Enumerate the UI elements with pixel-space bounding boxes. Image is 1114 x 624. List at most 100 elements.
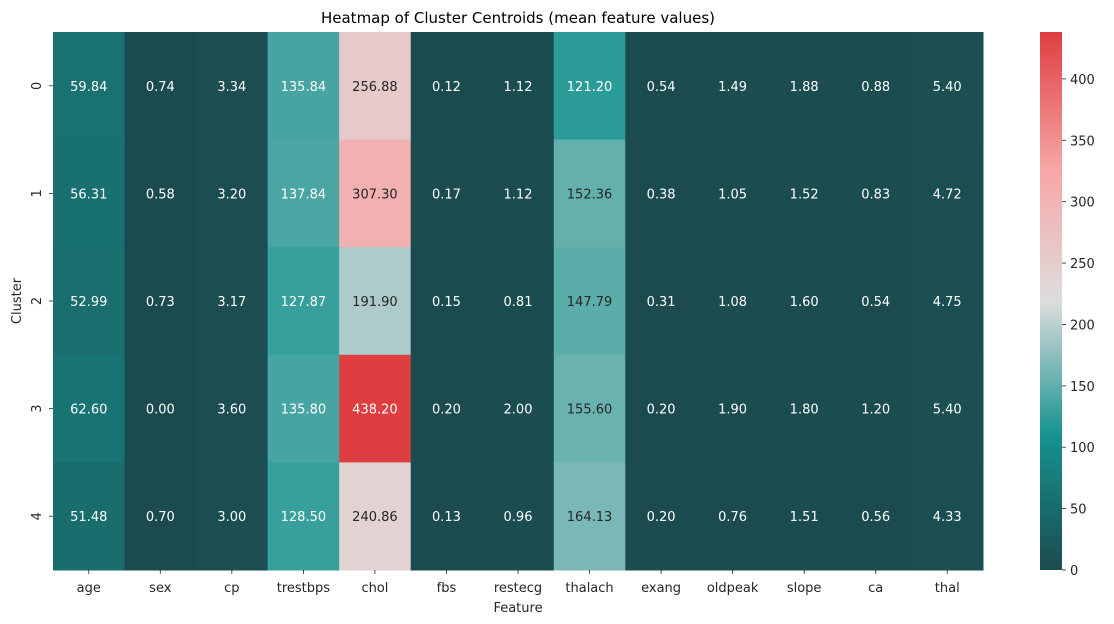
cell-value-label: 1.90: [718, 403, 747, 418]
heatmap-cell-trestbps-cluster-2: [267, 247, 340, 356]
heatmap-cell-trestbps-cluster-1: [267, 139, 340, 248]
heatmap-cell-restecg-cluster-1: [482, 139, 555, 248]
cell-value-label: 0.70: [146, 510, 175, 525]
heatmap-cell-restecg-cluster-0: [482, 32, 555, 141]
heatmap-cell-thalach-cluster-4: [553, 462, 626, 571]
heatmap-cell-ca-cluster-0: [839, 32, 912, 141]
cell-value-label: 0.20: [432, 403, 461, 418]
cell-value-label: 5.40: [933, 403, 962, 418]
cell-value-label: 5.40: [933, 80, 962, 95]
cell-value-label: 135.84: [281, 80, 327, 95]
x-tick-label: fbs: [437, 581, 457, 596]
cell-value-label: 1.08: [718, 295, 747, 310]
cell-value-label: 1.05: [718, 187, 747, 202]
heatmap-cell-ca-cluster-1: [839, 139, 912, 248]
heatmap-cell-ca-cluster-4: [839, 462, 912, 571]
heatmap-cell-trestbps-cluster-3: [267, 354, 340, 463]
heatmap-cell-age-cluster-1: [53, 139, 126, 248]
cell-value-label: 135.80: [281, 403, 327, 418]
cell-value-label: 3.60: [217, 403, 246, 418]
heatmap-cell-thalach-cluster-3: [553, 354, 626, 463]
x-tick-label: ca: [868, 581, 883, 596]
heatmap-cell-thal-cluster-0: [911, 32, 984, 141]
cell-value-label: 1.80: [790, 403, 819, 418]
cell-value-label: 256.88: [352, 80, 398, 95]
cell-value-label: 128.50: [281, 510, 327, 525]
x-tick-label: slope: [787, 581, 822, 596]
x-tick-label: thal: [935, 581, 960, 596]
cell-value-label: 155.60: [567, 403, 613, 418]
cell-value-label: 52.99: [70, 295, 107, 310]
heatmap-cells: 59.84 0.74 3.34 135.84 256.88 0.12 1.12 121.20 0…: [53, 32, 984, 571]
cell-value-label: 191.90: [352, 295, 398, 310]
heatmap-cell-age-cluster-2: [53, 247, 126, 356]
cell-value-label: 0.13: [432, 510, 461, 525]
cell-value-label: 0.56: [861, 510, 890, 525]
heatmap-cell-ca-cluster-3: [839, 354, 912, 463]
heatmap-cell-oldpeak-cluster-2: [696, 247, 769, 356]
heatmap-cell-fbs-cluster-2: [410, 247, 483, 356]
heatmap-cell-trestbps-cluster-0: [267, 32, 340, 141]
heatmap-cell-trestbps-cluster-4: [267, 462, 340, 571]
heatmap-cell-thal-cluster-4: [911, 462, 984, 571]
cell-value-label: 307.30: [352, 187, 398, 202]
cell-value-label: 1.12: [504, 80, 533, 95]
cell-value-label: 0.15: [432, 295, 461, 310]
heatmap-cell-restecg-cluster-3: [482, 354, 555, 463]
cell-value-label: 121.20: [567, 80, 613, 95]
cell-value-label: 4.33: [933, 510, 962, 525]
heatmap-cell-sex-cluster-2: [124, 247, 197, 356]
heatmap-cell-exang-cluster-0: [625, 32, 698, 141]
y-axis-label: Cluster: [10, 277, 25, 324]
x-tick-label: cp: [224, 581, 239, 596]
heatmap-cell-slope-cluster-4: [768, 462, 841, 571]
heatmap-cell-fbs-cluster-0: [410, 32, 483, 141]
heatmap-cell-age-cluster-3: [53, 354, 126, 463]
colorbar-ticks: 0 50 100 150 200 250 300 350 400: [1062, 73, 1095, 579]
cell-value-label: 0.81: [504, 295, 533, 310]
x-tick-labels: age sex cp trestbps chol fbs restecg thalach exa…: [77, 570, 960, 596]
heatmap-cell-chol-cluster-0: [339, 32, 412, 141]
heatmap-cell-slope-cluster-1: [768, 139, 841, 248]
x-tick-label: exang: [641, 581, 681, 596]
heatmap-cell-sex-cluster-4: [124, 462, 197, 571]
cell-value-label: 4.75: [933, 295, 962, 310]
heatmap-cell-chol-cluster-4: [339, 462, 412, 571]
colorbar-tick-label: 400: [1070, 73, 1095, 88]
heatmap-cell-slope-cluster-2: [768, 247, 841, 356]
heatmap-cell-cp-cluster-1: [196, 139, 269, 248]
heatmap-cell-thalach-cluster-1: [553, 139, 626, 248]
heatmap-cell-chol-cluster-2: [339, 247, 412, 356]
heatmap-cell-cp-cluster-0: [196, 32, 269, 141]
y-tick-label: 3: [30, 404, 45, 412]
cell-value-label: 0.20: [647, 510, 676, 525]
x-tick-label: age: [77, 581, 101, 596]
cell-value-label: 3.34: [217, 80, 246, 95]
cell-value-label: 0.54: [861, 295, 890, 310]
y-tick-label: 0: [30, 82, 45, 90]
heatmap-cell-cp-cluster-4: [196, 462, 269, 571]
cell-value-label: 152.36: [567, 187, 613, 202]
cell-value-label: 0.96: [504, 510, 533, 525]
cell-value-label: 0.58: [146, 187, 175, 202]
heatmap-cell-sex-cluster-1: [124, 139, 197, 248]
cell-value-label: 127.87: [281, 295, 327, 310]
y-tick-label: 4: [30, 512, 45, 520]
heatmap-cell-oldpeak-cluster-0: [696, 32, 769, 141]
colorbar-tick-label: 0: [1070, 564, 1078, 579]
cell-value-label: 1.20: [861, 403, 890, 418]
cell-value-label: 0.73: [146, 295, 175, 310]
heatmap-cell-fbs-cluster-1: [410, 139, 483, 248]
cell-value-label: 0.54: [647, 80, 676, 95]
heatmap-cell-thal-cluster-2: [911, 247, 984, 356]
colorbar-tick-label: 350: [1070, 134, 1095, 149]
cell-value-label: 3.20: [217, 187, 246, 202]
cell-value-label: 0.12: [432, 80, 461, 95]
heatmap-cell-cp-cluster-2: [196, 247, 269, 356]
heatmap-cell-thal-cluster-3: [911, 354, 984, 463]
cell-value-label: 147.79: [567, 295, 613, 310]
heatmap-cell-age-cluster-0: [53, 32, 126, 141]
y-tick-label: 1: [30, 189, 45, 197]
cell-value-label: 1.49: [718, 80, 747, 95]
